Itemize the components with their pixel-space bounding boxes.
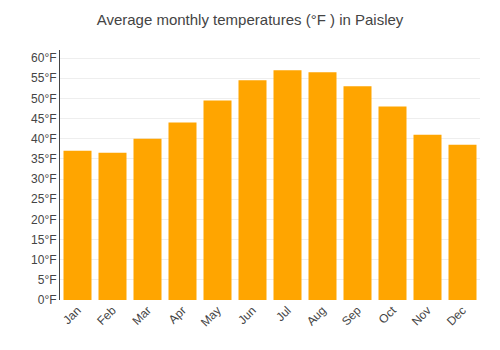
- svg-text:35°F: 35°F: [31, 152, 56, 166]
- svg-text:Mar: Mar: [129, 303, 154, 328]
- svg-text:55°F: 55°F: [31, 71, 56, 85]
- svg-text:40°F: 40°F: [31, 132, 56, 146]
- svg-text:45°F: 45°F: [31, 112, 56, 126]
- svg-text:Jul: Jul: [273, 303, 294, 324]
- svg-text:25°F: 25°F: [31, 192, 56, 206]
- svg-text:Average monthly temperatures (: Average monthly temperatures (°F ) in Pa…: [97, 11, 404, 28]
- svg-text:50°F: 50°F: [31, 92, 56, 106]
- svg-text:Aug: Aug: [304, 303, 329, 328]
- svg-text:Feb: Feb: [94, 303, 119, 328]
- svg-text:Jan: Jan: [60, 303, 84, 327]
- svg-text:30°F: 30°F: [31, 172, 56, 186]
- svg-text:May: May: [198, 303, 224, 329]
- svg-text:Oct: Oct: [376, 303, 400, 327]
- svg-text:Jun: Jun: [235, 303, 259, 327]
- svg-text:Nov: Nov: [409, 303, 434, 328]
- svg-text:Apr: Apr: [166, 303, 189, 326]
- svg-text:10°F: 10°F: [31, 253, 56, 267]
- svg-text:5°F: 5°F: [38, 273, 57, 287]
- svg-text:15°F: 15°F: [31, 233, 56, 247]
- svg-text:Dec: Dec: [444, 303, 469, 328]
- svg-text:20°F: 20°F: [31, 213, 56, 227]
- svg-text:0°F: 0°F: [38, 293, 57, 307]
- svg-text:Sep: Sep: [339, 303, 364, 328]
- svg-text:60°F: 60°F: [31, 51, 56, 65]
